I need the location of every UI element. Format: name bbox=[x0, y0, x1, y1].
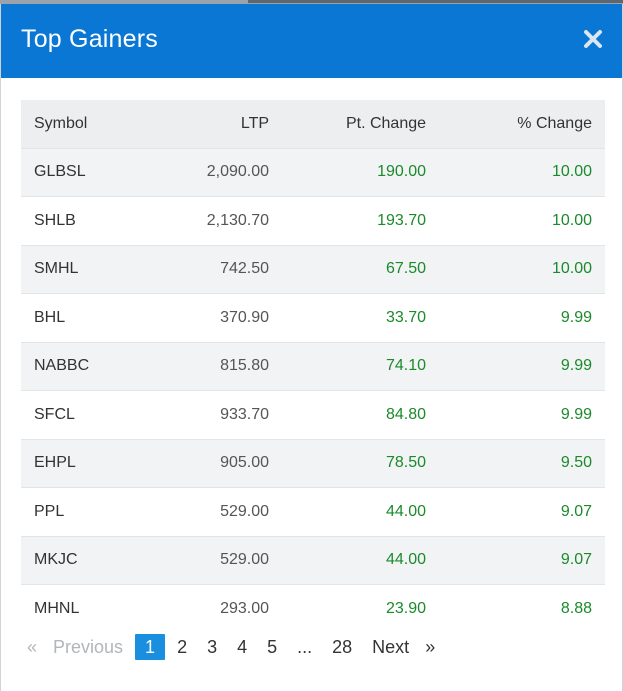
previous-arrow[interactable]: « bbox=[27, 637, 38, 657]
table-header-row: Symbol LTP Pt. Change % Change bbox=[21, 100, 605, 148]
modal-header: Top Gainers bbox=[1, 4, 622, 78]
header-pct-change[interactable]: % Change bbox=[517, 114, 592, 132]
table-header: Symbol LTP Pt. Change % Change bbox=[21, 100, 605, 148]
cell-symbol[interactable]: SFCL bbox=[34, 405, 75, 423]
cell-pt-change: 190.00 bbox=[377, 163, 427, 181]
cell-ltp: 933.70 bbox=[220, 405, 270, 423]
table-row: EHPL 905.00 78.50 9.50 bbox=[21, 439, 605, 488]
cell-pct-change: 9.07 bbox=[560, 502, 592, 520]
cell-pt-change: 44.00 bbox=[385, 551, 427, 569]
cell-pt-change: 67.50 bbox=[385, 260, 427, 278]
table-row: SMHL 742.50 67.50 10.00 bbox=[21, 245, 605, 294]
table-row: PPL 529.00 44.00 9.07 bbox=[21, 487, 605, 536]
cell-pt-change: 44.00 bbox=[385, 502, 427, 520]
gainers-table: Symbol LTP Pt. Change % Change GLBSL 2,0… bbox=[21, 100, 605, 633]
cell-symbol[interactable]: SMHL bbox=[34, 260, 79, 278]
cell-pct-change: 10.00 bbox=[551, 211, 592, 229]
close-icon bbox=[584, 30, 602, 48]
page-3-button[interactable]: 3 bbox=[207, 637, 218, 657]
table-row: GLBSL 2,090.00 190.00 10.00 bbox=[21, 148, 605, 197]
cell-symbol[interactable]: GLBSL bbox=[34, 163, 86, 181]
cell-pct-change: 9.07 bbox=[560, 551, 592, 569]
cell-pt-change: 78.50 bbox=[385, 454, 427, 472]
cell-pct-change: 9.99 bbox=[560, 308, 592, 326]
gainers-table-wrapper: Symbol LTP Pt. Change % Change GLBSL 2,0… bbox=[21, 100, 605, 633]
page-4-button[interactable]: 4 bbox=[237, 637, 248, 657]
cell-pt-change: 193.70 bbox=[377, 211, 427, 229]
cell-ltp: 293.00 bbox=[220, 600, 270, 617]
cell-ltp: 370.90 bbox=[220, 308, 270, 326]
cell-pct-change: 9.99 bbox=[560, 357, 592, 375]
page-2-button[interactable]: 2 bbox=[177, 637, 188, 657]
cell-pct-change: 9.99 bbox=[560, 405, 592, 423]
table-row: NABBC 815.80 74.10 9.99 bbox=[21, 342, 605, 391]
cell-ltp: 529.00 bbox=[220, 551, 270, 569]
table-row: SFCL 933.70 84.80 9.99 bbox=[21, 390, 605, 439]
cell-pt-change: 23.90 bbox=[385, 600, 427, 617]
next-arrow[interactable]: » bbox=[425, 637, 436, 657]
cell-pct-change: 10.00 bbox=[551, 260, 592, 278]
next-button[interactable]: Next bbox=[372, 637, 410, 657]
cell-pt-change: 84.80 bbox=[385, 405, 427, 423]
table-row: BHL 370.90 33.70 9.99 bbox=[21, 293, 605, 342]
modal-title: Top Gainers bbox=[21, 25, 158, 53]
cell-ltp: 2,090.00 bbox=[206, 163, 270, 181]
previous-button[interactable]: Previous bbox=[53, 637, 124, 657]
header-pt-change[interactable]: Pt. Change bbox=[345, 114, 427, 132]
table-row: SHLB 2,130.70 193.70 10.00 bbox=[21, 196, 605, 245]
background-strip bbox=[0, 0, 623, 4]
cell-ltp: 815.80 bbox=[220, 357, 270, 375]
pagination-ellipsis: ... bbox=[297, 637, 313, 657]
page-1-button[interactable]: 1 bbox=[135, 634, 166, 660]
cell-symbol[interactable]: MKJC bbox=[34, 551, 78, 569]
cell-symbol[interactable]: NABBC bbox=[34, 357, 90, 375]
cell-symbol[interactable]: SHLB bbox=[34, 211, 76, 229]
table-body: GLBSL 2,090.00 190.00 10.00 SHLB 2,130.7… bbox=[21, 148, 605, 633]
header-ltp[interactable]: LTP bbox=[240, 114, 270, 132]
cell-symbol[interactable]: EHPL bbox=[34, 454, 76, 472]
background-strip-dark bbox=[248, 0, 623, 3]
page-28-button[interactable]: 28 bbox=[332, 637, 353, 657]
pagination: « Previous 1 2 3 4 5 ... 28 Next » bbox=[23, 632, 443, 662]
table-row: MKJC 529.00 44.00 9.07 bbox=[21, 536, 605, 585]
cell-pct-change: 9.50 bbox=[560, 454, 592, 472]
cell-symbol[interactable]: PPL bbox=[34, 502, 65, 520]
header-symbol[interactable]: Symbol bbox=[34, 114, 88, 132]
page-5-button[interactable]: 5 bbox=[267, 637, 278, 657]
cell-ltp: 2,130.70 bbox=[206, 211, 270, 229]
cell-pct-change: 10.00 bbox=[551, 163, 592, 181]
cell-ltp: 905.00 bbox=[220, 454, 270, 472]
cell-pt-change: 74.10 bbox=[385, 357, 427, 375]
close-button[interactable] bbox=[582, 28, 606, 52]
cell-symbol[interactable]: BHL bbox=[34, 308, 66, 326]
cell-ltp: 529.00 bbox=[220, 502, 270, 520]
top-gainers-modal: Top Gainers Symbol LTP Pt. Change % Chan… bbox=[0, 4, 623, 691]
cell-pt-change: 33.70 bbox=[385, 308, 427, 326]
table-row: MHNL 293.00 23.90 8.88 bbox=[21, 584, 605, 633]
cell-pct-change: 8.88 bbox=[560, 600, 592, 617]
cell-symbol[interactable]: MHNL bbox=[34, 600, 80, 617]
cell-ltp: 742.50 bbox=[220, 260, 270, 278]
